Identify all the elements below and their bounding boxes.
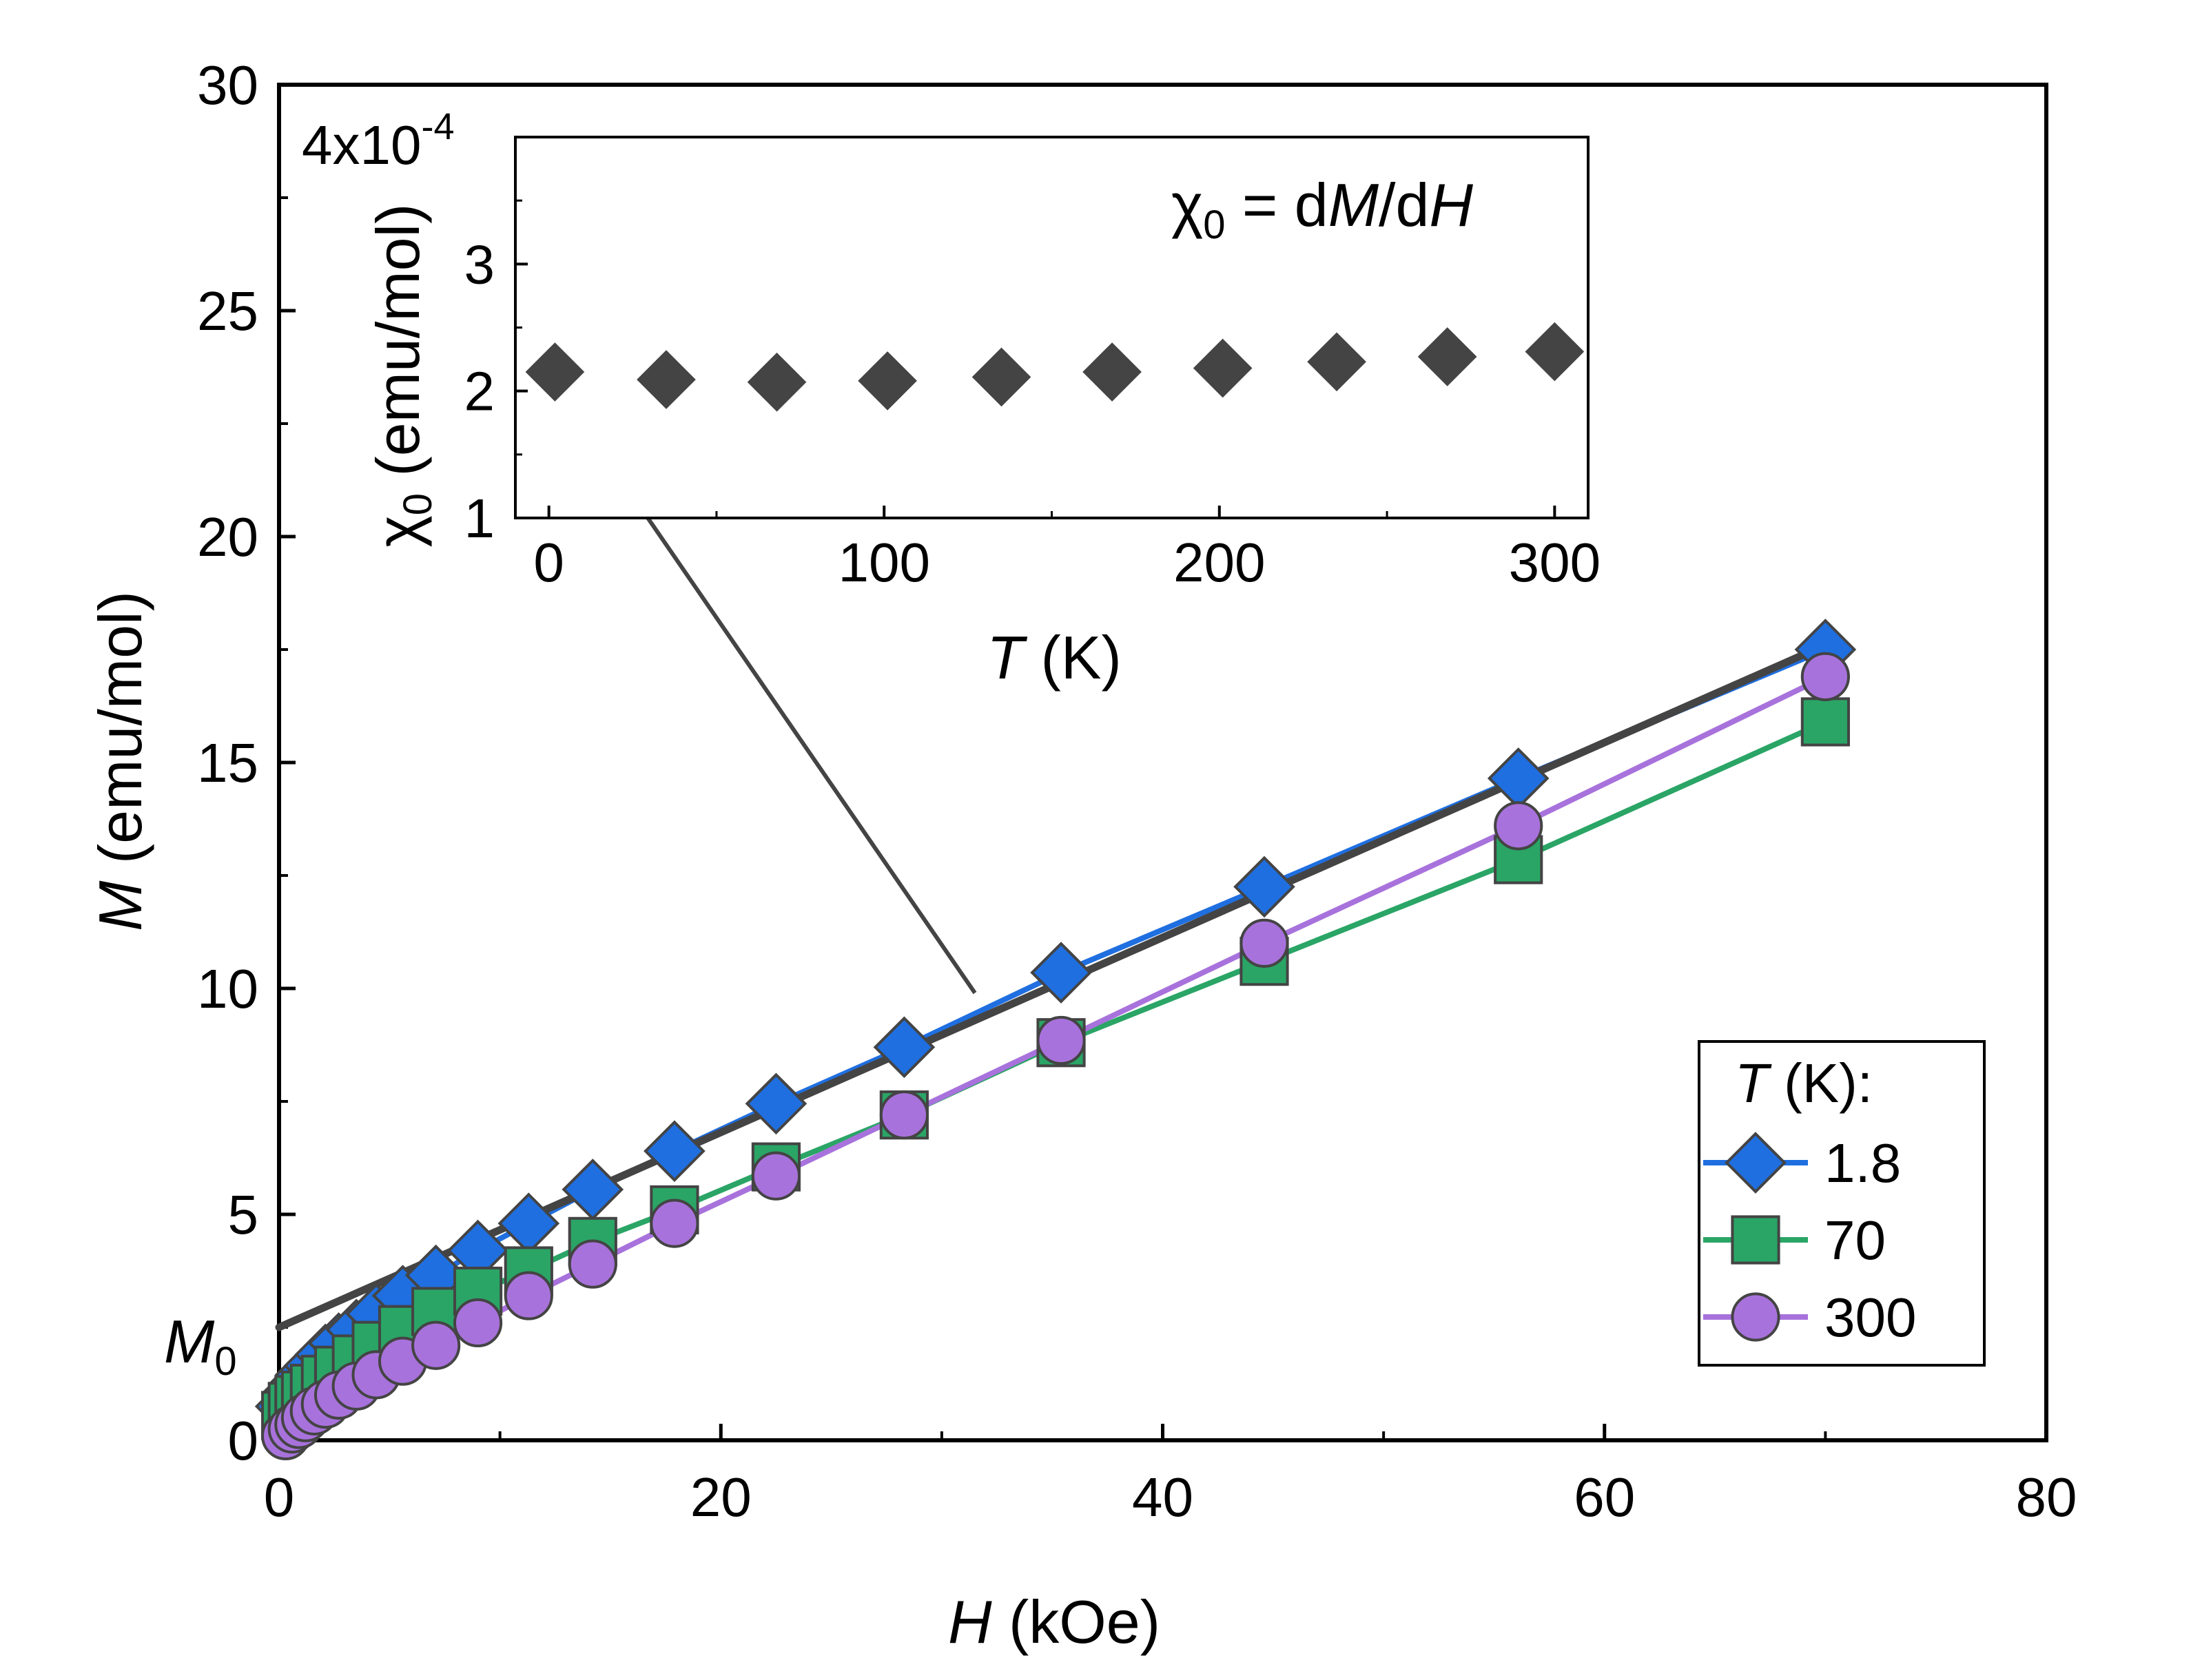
y-axis-unit: (emu/mol) [86, 591, 154, 881]
inset-x-axis: 0 100 200 300 [533, 506, 1601, 593]
data-point [1233, 855, 1295, 918]
y-tick-label: 5 [228, 1184, 259, 1245]
data-point [1030, 942, 1092, 1004]
x-axis-var: H [948, 1588, 992, 1656]
data-point [650, 1199, 699, 1248]
inset-x-axis-var: T [987, 623, 1027, 692]
y-axis-title: M (emu/mol) [86, 591, 154, 931]
y-tick-label: 10 [197, 958, 258, 1019]
inset-data-point [637, 350, 696, 409]
y-tick-label: 20 [197, 506, 258, 568]
y-tick-label: 25 [197, 280, 258, 342]
inset-x-tick-label: 200 [1173, 532, 1265, 593]
data-point [411, 1320, 461, 1370]
legend-label: 1.8 [1824, 1132, 1901, 1194]
main-x-axis: 0 20 40 60 80 [264, 1424, 2077, 1528]
inset-x-tick-label: 100 [838, 532, 929, 593]
inset-title-var2: H [1429, 171, 1473, 239]
data-point [1800, 652, 1850, 701]
inset-data-point [1417, 327, 1477, 386]
legend: T (K): 1.8 70 300 [1698, 1040, 1986, 1367]
legend-title-var: T [1735, 1052, 1772, 1114]
legend-marker [1731, 1292, 1780, 1342]
inset-markers [525, 322, 1585, 412]
x-axis-unit: (kOe) [992, 1588, 1160, 1656]
legend-title-unit: (K): [1769, 1052, 1873, 1114]
legend-marker [1731, 1215, 1780, 1265]
inset-y-top-exp: -4 [421, 106, 454, 147]
inset-y-top-base: 4x10 [302, 114, 421, 176]
inset-x-tick-label: 300 [1509, 532, 1601, 593]
data-point [644, 1120, 706, 1182]
inset-x-axis-title: T (K) [987, 623, 1122, 692]
inset-y-tick-label: 2 [464, 361, 495, 422]
y-tick-label: 0 [228, 1410, 259, 1471]
y-tick-label: 15 [197, 732, 258, 794]
x-tick-label: 0 [264, 1466, 295, 1528]
m0-subscript: 0 [214, 1339, 236, 1384]
inset-y-axis-sub: 0 [395, 493, 440, 515]
inset-data-point [747, 352, 807, 412]
inset-data-point [1307, 332, 1366, 392]
legend-label: 70 [1824, 1210, 1886, 1271]
inset-data-point [525, 342, 585, 402]
m0-var: M [164, 1307, 215, 1376]
x-axis-title: H (kOe) [948, 1588, 1160, 1656]
inset-data-point [858, 351, 917, 411]
y-axis-var: M [86, 880, 154, 931]
data-point [504, 1271, 553, 1320]
series-markers-300 [261, 652, 1850, 1461]
inset-data-point [1082, 342, 1142, 402]
inset-title-sub: 0 [1203, 203, 1225, 247]
x-tick-label: 20 [690, 1466, 752, 1528]
data-point [562, 1159, 624, 1221]
main-y-axis: 0 5 10 15 20 25 30 [197, 54, 296, 1471]
inset-title-sym: χ [1171, 171, 1203, 239]
legend-item-70: 70 [1703, 1210, 1886, 1271]
inset-plot: 0 100 200 300 123 4x10-4 χ0 = dM/dH T (K) χ… [302, 106, 1601, 692]
inset-title-slash: /d [1379, 171, 1429, 239]
y-tick-label: 30 [197, 54, 258, 116]
data-point [745, 1072, 808, 1135]
legend-item-1.8: 1.8 [1703, 1132, 1901, 1194]
data-point [1036, 1015, 1086, 1066]
data-point [1239, 918, 1289, 968]
data-point [1800, 697, 1850, 747]
inset-y-axis: 1 2 3 [464, 136, 528, 549]
inset-y-tick-label: 1 [464, 488, 495, 549]
inset-y-axis-unit: (emu/mol) [364, 204, 432, 494]
inset-y-axis-title: χ0 (emu/mol) [364, 204, 440, 548]
x-tick-label: 80 [2016, 1466, 2077, 1528]
legend-items: 1.8 70 300 [1703, 1132, 1916, 1348]
inset-y-axis-sym: χ [364, 515, 432, 547]
legend-item-300: 300 [1703, 1287, 1916, 1348]
inset-title: χ0 = dM/dH [1171, 171, 1473, 247]
data-point [879, 1090, 929, 1140]
legend-title: T (K): [1735, 1052, 1873, 1114]
legend-label: 300 [1824, 1287, 1916, 1348]
data-point [497, 1192, 560, 1254]
inset-data-point [971, 347, 1031, 407]
data-point [568, 1239, 617, 1289]
inset-data-point [1525, 322, 1585, 382]
data-point [1487, 747, 1550, 809]
data-point [1494, 801, 1543, 851]
inset-title-rest: = d [1225, 171, 1328, 239]
inset-x-axis-unit: (K) [1024, 623, 1122, 692]
legend-marker [1725, 1132, 1787, 1194]
inset-title-var1: M [1328, 171, 1379, 239]
data-point [873, 1016, 936, 1079]
data-point [751, 1151, 801, 1201]
inset-y-top-label: 4x10-4 [302, 106, 455, 176]
inset-data-point [1193, 338, 1253, 398]
inset-y-tick-label: 3 [464, 234, 495, 295]
inset-x-tick-label: 0 [533, 532, 564, 593]
m0-label: M0 [164, 1307, 237, 1384]
data-point [453, 1298, 503, 1348]
main-series-markers [254, 619, 1857, 1461]
x-tick-label: 40 [1132, 1466, 1193, 1528]
x-tick-label: 60 [1574, 1466, 1635, 1528]
